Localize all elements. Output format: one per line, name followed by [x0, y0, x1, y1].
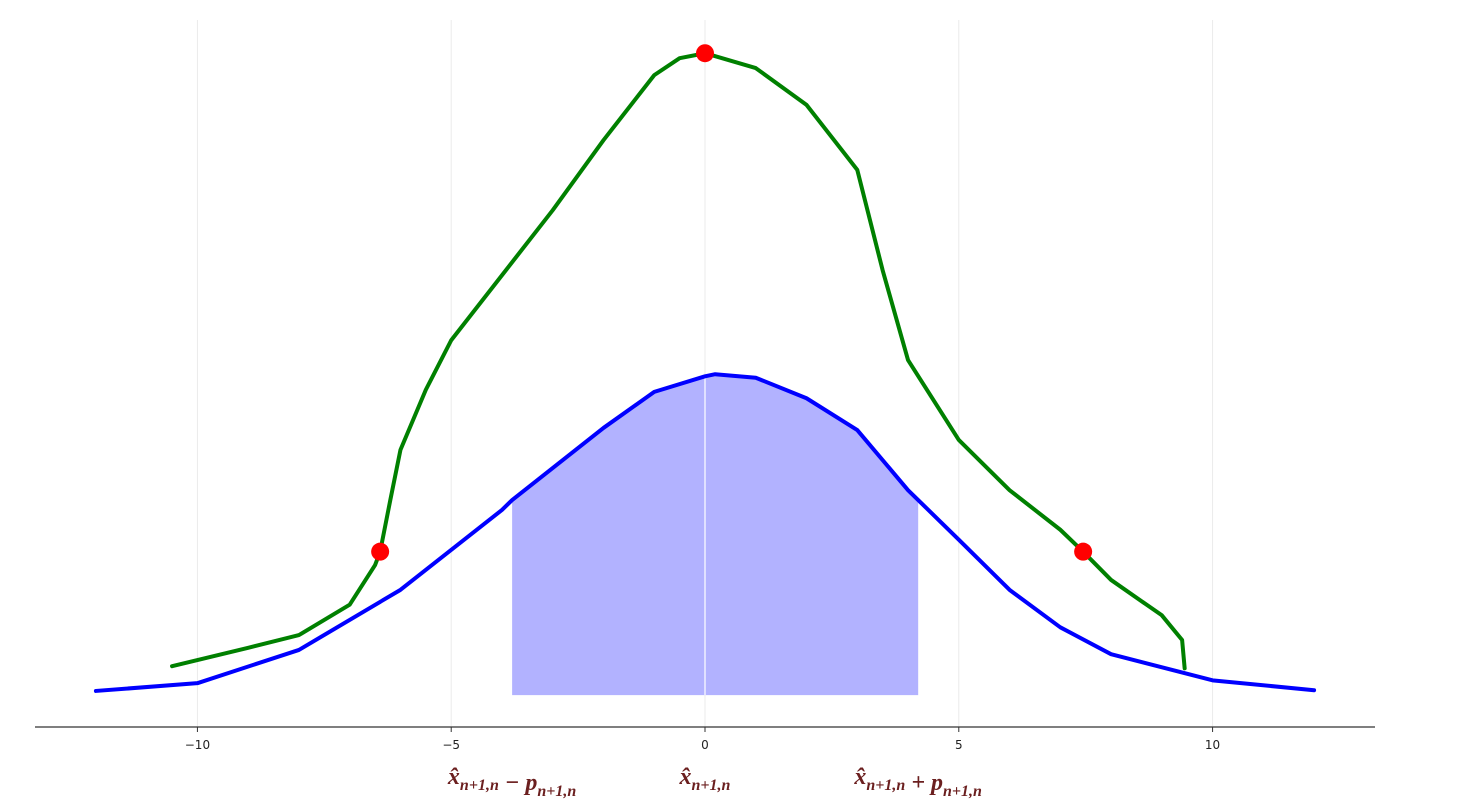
x-tick-label: 10 [1205, 738, 1220, 752]
annotation: x̂n+1,n + pn+1,n [853, 764, 982, 800]
curve [93, 372, 1317, 693]
annotation-subscript: n+1,n [866, 777, 905, 794]
annotation-text: x̂ [679, 764, 692, 790]
shaded-area [512, 374, 919, 696]
point [1074, 542, 1093, 561]
x-tick-label: −5 [442, 738, 460, 752]
x-tick-label: 5 [955, 738, 963, 752]
annotation-text: x̂ [447, 764, 460, 790]
annotation-subscript: n+1,n [537, 783, 576, 800]
x-tick-label: 0 [701, 738, 709, 752]
annotation: x̂n+1,n − pn+1,n [447, 764, 576, 800]
point [696, 44, 714, 63]
x-tick-label: −10 [185, 738, 210, 752]
point [371, 542, 390, 561]
annotation-subscript: n+1,n [943, 783, 982, 800]
annotation-text: − p [499, 770, 538, 796]
annotation: x̂n+1,n [679, 764, 731, 794]
annotation-subscript: n+1,n [460, 777, 499, 794]
annotation-subscript: n+1,n [692, 777, 731, 794]
annotation-text: x̂ [853, 764, 866, 790]
annotation-text: + p [905, 770, 943, 796]
